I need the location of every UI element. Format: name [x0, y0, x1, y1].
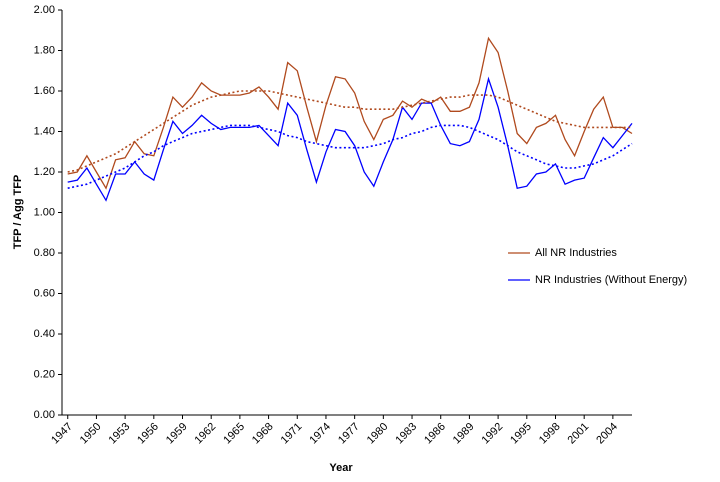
x-tick-label: 1980 — [365, 421, 391, 447]
x-axis-label: Year — [329, 462, 353, 474]
trend-line — [67, 90, 632, 173]
x-tick-label: 1992 — [479, 421, 505, 447]
y-tick-label: 2.00 — [34, 4, 55, 16]
x-tick-label: 1965 — [221, 421, 247, 447]
legend-label: All NR Industries — [535, 247, 617, 259]
x-tick-label: 1953 — [106, 421, 132, 447]
legend-label: NR Industries (Without Energy) — [535, 274, 687, 286]
x-tick-label: 1977 — [336, 421, 362, 447]
x-tick-label: 1968 — [250, 421, 276, 447]
x-tick-label: 2004 — [594, 421, 620, 447]
y-tick-label: 1.00 — [34, 206, 55, 218]
x-tick-label: 1998 — [537, 421, 563, 447]
series-line — [67, 36, 633, 190]
y-tick-label: 1.40 — [34, 125, 55, 137]
x-tick-label: 1971 — [279, 421, 305, 447]
y-tick-label: 0.40 — [34, 328, 55, 340]
x-tick-label: 1974 — [307, 421, 333, 447]
y-tick-label: 1.20 — [34, 166, 55, 178]
x-tick-label: 1950 — [78, 421, 104, 447]
x-tick-label: 1983 — [393, 421, 419, 447]
x-tick-label: 1962 — [193, 421, 219, 447]
y-tick-label: 0.60 — [34, 287, 55, 299]
y-tick-label: 1.60 — [34, 85, 55, 97]
y-axis-label: TFP / Agg TFP — [12, 175, 24, 250]
x-tick-label: 2001 — [566, 421, 592, 447]
x-tick-label: 1995 — [508, 421, 534, 447]
y-tick-label: 0.00 — [34, 409, 55, 421]
x-tick-label: 1947 — [49, 421, 75, 447]
y-tick-label: 0.20 — [34, 368, 55, 380]
x-tick-label: 1959 — [164, 421, 190, 447]
series-line — [67, 76, 633, 202]
x-tick-label: 1989 — [451, 421, 477, 447]
x-tick-label: 1956 — [135, 421, 161, 447]
x-tick-label: 1986 — [422, 421, 448, 447]
y-tick-label: 1.80 — [34, 44, 55, 56]
trend-line — [67, 124, 633, 189]
y-tick-label: 0.80 — [34, 247, 55, 259]
